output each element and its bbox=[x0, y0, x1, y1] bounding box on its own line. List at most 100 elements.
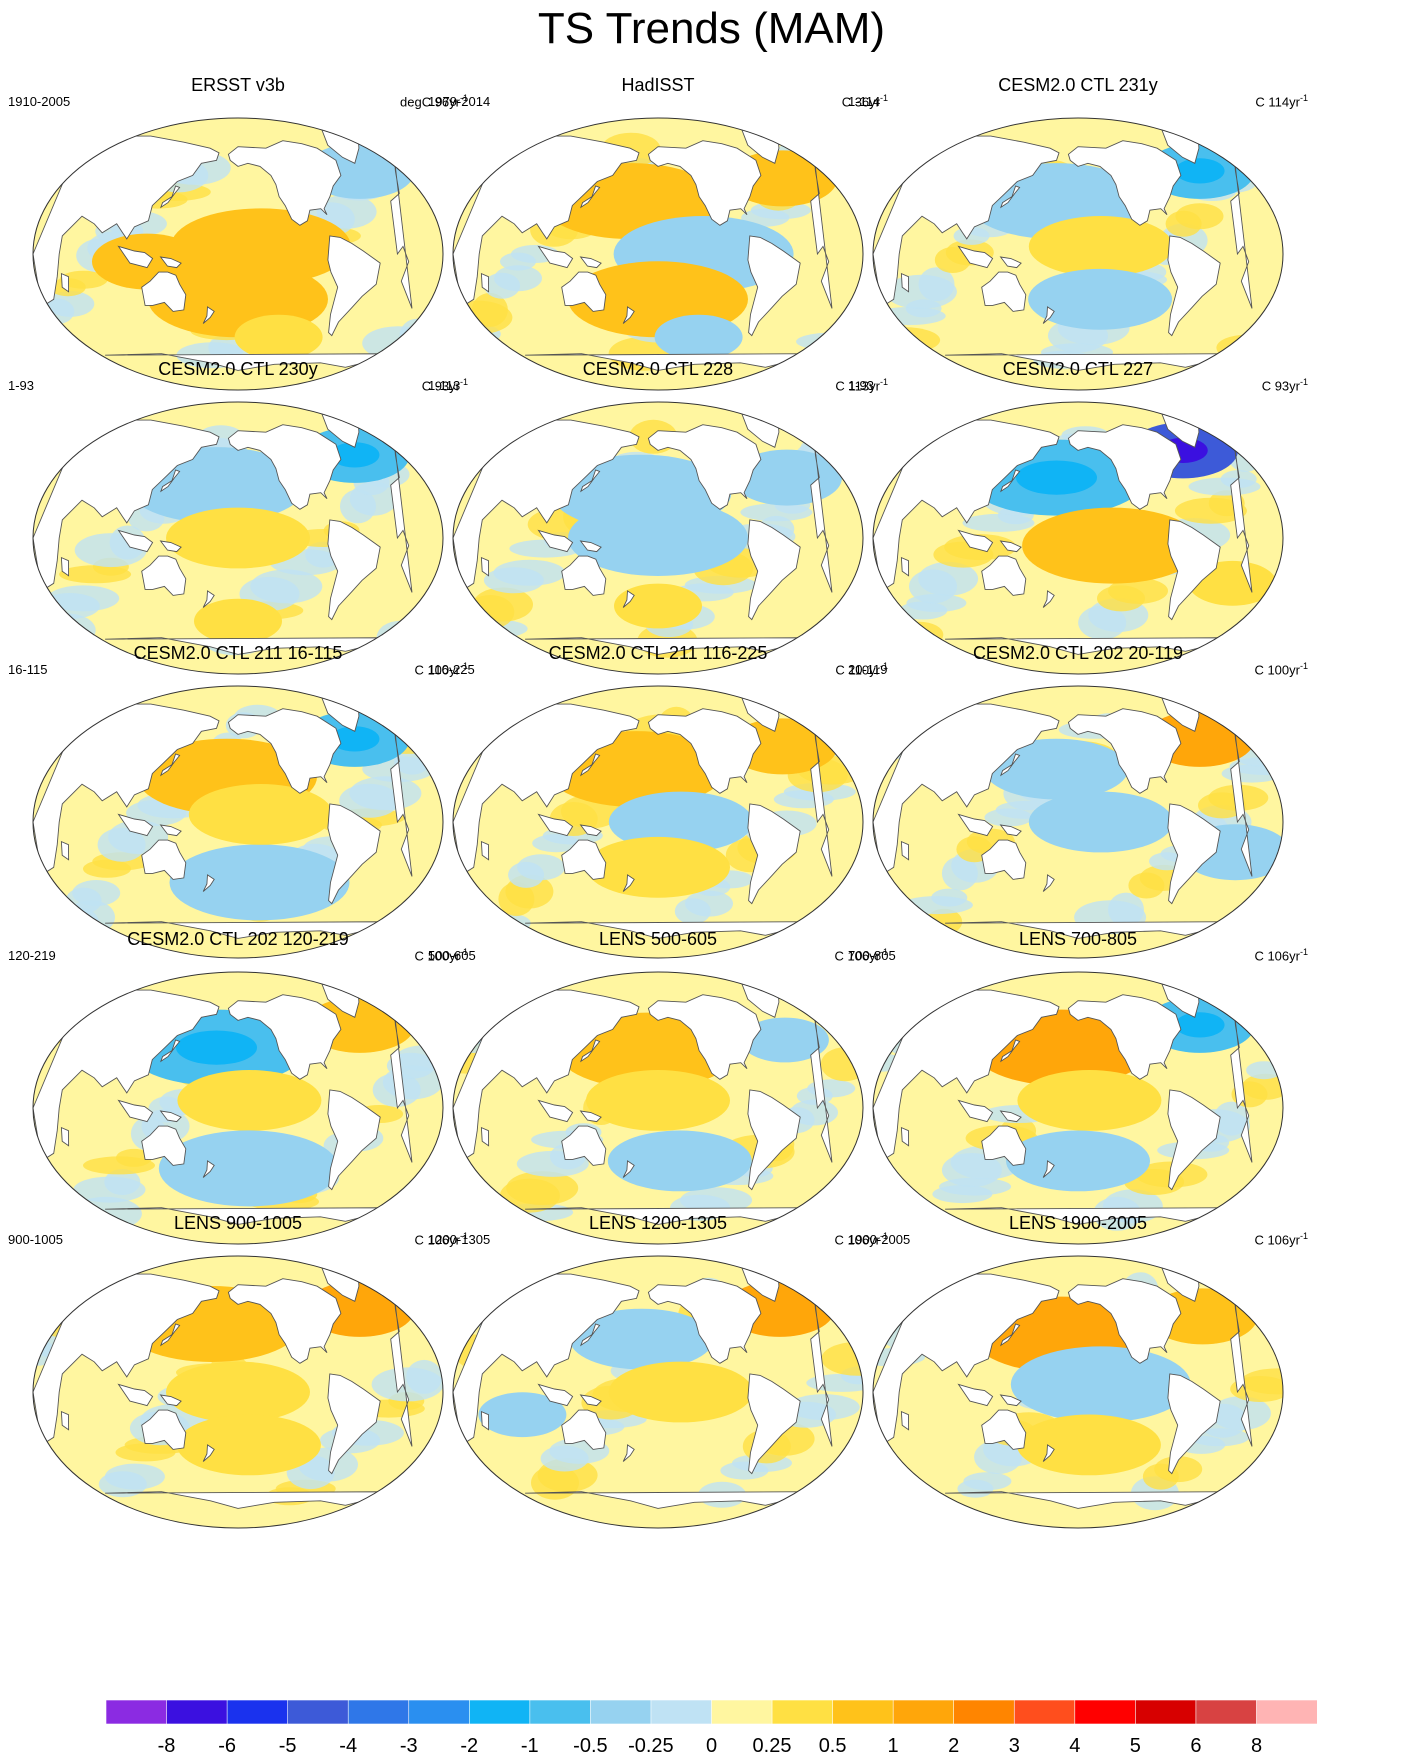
anomaly-patch bbox=[498, 882, 535, 917]
land-japan bbox=[1000, 753, 1021, 777]
land-australia bbox=[561, 555, 607, 596]
anomaly-core-north-atlantic bbox=[329, 442, 380, 468]
units-exponent: -1 bbox=[459, 661, 468, 671]
panel-period-label: 1-93 bbox=[8, 378, 35, 393]
colorbar-swatch bbox=[106, 1700, 168, 1725]
anomaly-region-tropical-pacific bbox=[177, 1070, 322, 1131]
colorbar-swatch bbox=[1135, 1700, 1197, 1725]
anomaly-patch bbox=[1165, 210, 1202, 237]
panel-period-label: 120-219 bbox=[8, 948, 56, 963]
anomaly-region-south-pacific bbox=[1016, 1414, 1161, 1476]
anomaly-patch bbox=[1246, 1061, 1283, 1080]
map-border bbox=[32, 401, 444, 675]
land-eurasia-west bbox=[1230, 1298, 1253, 1447]
anomaly-patch bbox=[934, 247, 971, 273]
colorbar-tick-label: 0.5 bbox=[819, 1735, 847, 1757]
panel-title: CESM2.0 CTL 211 16-115 bbox=[133, 643, 343, 663]
land-australia bbox=[141, 839, 187, 880]
land-australia bbox=[981, 271, 1027, 312]
land-north-america bbox=[227, 1278, 342, 1364]
land-madagascar bbox=[480, 272, 490, 293]
land-japan bbox=[580, 469, 601, 493]
anomaly-region-east-pacific bbox=[1022, 507, 1203, 584]
colorbar: -8 -6 -5 -4 -3 -2 -1 -0.5 -0.25 0 0.25 0.5 1 2 3 4 5 6 8 bbox=[106, 1700, 1317, 1758]
land-japan bbox=[580, 185, 601, 209]
land-eurasia-west bbox=[390, 444, 413, 593]
anomaly-patch bbox=[339, 783, 400, 818]
colorbar-swatch bbox=[287, 1700, 349, 1725]
colorbar-tick-label: -4 bbox=[339, 1735, 357, 1757]
land-australia bbox=[141, 271, 187, 312]
land-australia bbox=[561, 839, 607, 880]
map-border bbox=[32, 971, 444, 1245]
land-madagascar bbox=[900, 1126, 910, 1147]
land-new-zealand bbox=[622, 874, 635, 892]
land-eurasia-west bbox=[810, 444, 833, 593]
colorbar-tick-label: 8 bbox=[1251, 1735, 1262, 1757]
map-panel: LENS 1900-2005 1900-2005 C 106yr-1 bbox=[848, 1212, 1308, 1532]
land-south-america bbox=[327, 1373, 381, 1475]
units-exponent: -1 bbox=[1299, 947, 1308, 957]
map-panel: LENS 500-605 500-605 C 106yr-1 bbox=[428, 928, 888, 1248]
land-eurasia-east bbox=[33, 132, 220, 308]
colorbar-swatch bbox=[347, 1700, 410, 1725]
panel-title: HadISST bbox=[621, 75, 695, 95]
panel-title: LENS 900-1005 bbox=[173, 1213, 303, 1233]
map-border bbox=[452, 401, 864, 675]
land-eurasia-east bbox=[453, 1270, 640, 1446]
land-new-zealand bbox=[1042, 874, 1055, 892]
map-border bbox=[872, 117, 1284, 391]
land-australia bbox=[141, 1409, 187, 1450]
panel-period-label: 116-225 bbox=[428, 662, 475, 677]
land-south-america bbox=[327, 1089, 381, 1191]
anomaly-patch bbox=[540, 1445, 589, 1472]
land-south-america bbox=[1167, 803, 1221, 905]
colorbar-tick-label: 3 bbox=[1009, 1735, 1020, 1757]
map-field bbox=[33, 118, 443, 390]
anomaly-patch bbox=[499, 1178, 560, 1213]
panel-title: CESM2.0 CTL 202 120-219 bbox=[127, 929, 349, 949]
anomaly-region-southern-ocean bbox=[234, 314, 323, 360]
land-eurasia-west bbox=[810, 160, 833, 309]
map-panel: CESM2.0 CTL 230y 1-93 C 93yr-1 bbox=[8, 358, 468, 678]
land-eurasia-west bbox=[390, 1298, 413, 1447]
anomaly-region-indian-ocean bbox=[478, 1392, 567, 1438]
units-exponent: -1 bbox=[459, 947, 468, 957]
colorbar-swatch bbox=[408, 1700, 471, 1725]
land-eurasia-east bbox=[453, 132, 640, 308]
land-new-zealand bbox=[622, 1160, 635, 1178]
panel-title: ERSST v3b bbox=[191, 75, 285, 95]
land-japan bbox=[580, 753, 601, 777]
land-australia bbox=[561, 1125, 607, 1166]
anomaly-patch bbox=[340, 489, 376, 524]
land-madagascar bbox=[480, 1126, 490, 1147]
land-madagascar bbox=[60, 840, 70, 861]
anomaly-region-tropical-pacific bbox=[586, 1070, 730, 1131]
land-indonesia bbox=[957, 529, 994, 553]
land-new-guinea bbox=[999, 256, 1022, 269]
land-north-america bbox=[1067, 994, 1182, 1080]
panel-units-label: C 106yr-1 bbox=[834, 1228, 888, 1248]
anomaly-patch bbox=[73, 1176, 146, 1203]
anomaly-region-south-pacific bbox=[1028, 268, 1173, 330]
map bbox=[872, 971, 1284, 1245]
map-panel: LENS 700-805 700-805 C 106yr-1 bbox=[848, 928, 1308, 1248]
panel-period-label: 500-605 bbox=[428, 948, 476, 963]
map-field bbox=[873, 972, 1283, 1244]
panel-period-label: 1910-2005 bbox=[8, 94, 71, 109]
units-text: C 106yr bbox=[1254, 948, 1300, 964]
land-north-america bbox=[1067, 1278, 1182, 1364]
land-south-america bbox=[1167, 1089, 1221, 1191]
anomaly-patch bbox=[1198, 792, 1246, 819]
colorbar-swatch bbox=[1195, 1700, 1258, 1725]
panel-title: CESM2.0 CTL 202 20-119 bbox=[972, 643, 1184, 663]
land-madagascar bbox=[60, 1410, 70, 1431]
anomaly-core-north-atlantic bbox=[1175, 158, 1225, 184]
anomaly-region-south-pacific bbox=[607, 1130, 752, 1192]
colorbar-tick-label: 4 bbox=[1069, 1735, 1080, 1757]
anomaly-patch bbox=[83, 1156, 155, 1175]
colorbar-tick-label: -8 bbox=[158, 1735, 176, 1757]
anomaly-patch bbox=[115, 1443, 176, 1462]
anomaly-core-north-pacific bbox=[176, 1030, 257, 1065]
units-text: C 36yr bbox=[841, 94, 880, 110]
